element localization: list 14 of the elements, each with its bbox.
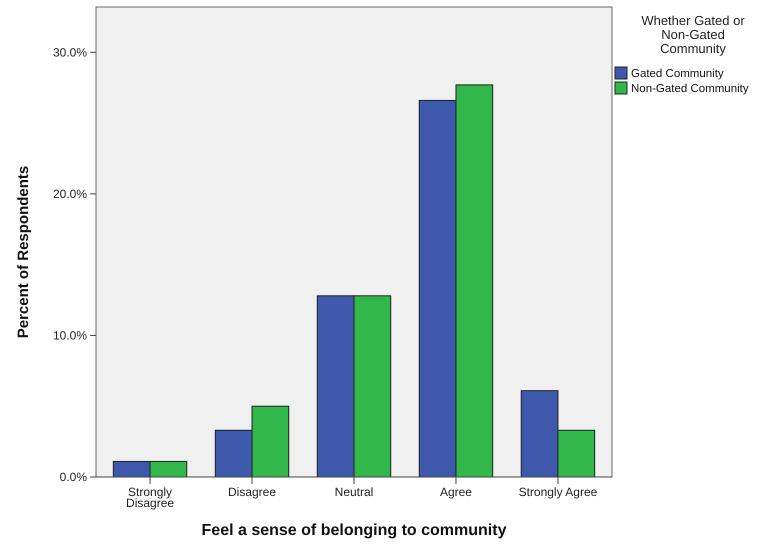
- y-tick-label: 20.0%: [52, 187, 88, 202]
- legend-label: Non-Gated Community: [631, 83, 749, 96]
- y-tick-label: 30.0%: [52, 46, 88, 60]
- legend-title: Whether Gated or Non-Gated Community: [641, 13, 746, 56]
- y-tick-label: 10.0%: [52, 328, 88, 343]
- x-tick-label: Agree: [440, 485, 472, 499]
- x-tick-label: Strongly Agree: [518, 485, 598, 499]
- legend-label: Gated Community: [631, 68, 724, 80]
- y-axis-title: Percent of Respondents: [15, 166, 32, 338]
- y-tick-label: 0.0%: [60, 470, 88, 484]
- x-axis-title: Feel a sense of belonging to community: [202, 522, 507, 539]
- x-tick-label: Strongly Disagree: [126, 485, 174, 510]
- x-tick-label: Disagree: [228, 485, 276, 499]
- x-tick-label: Neutral: [334, 485, 374, 499]
